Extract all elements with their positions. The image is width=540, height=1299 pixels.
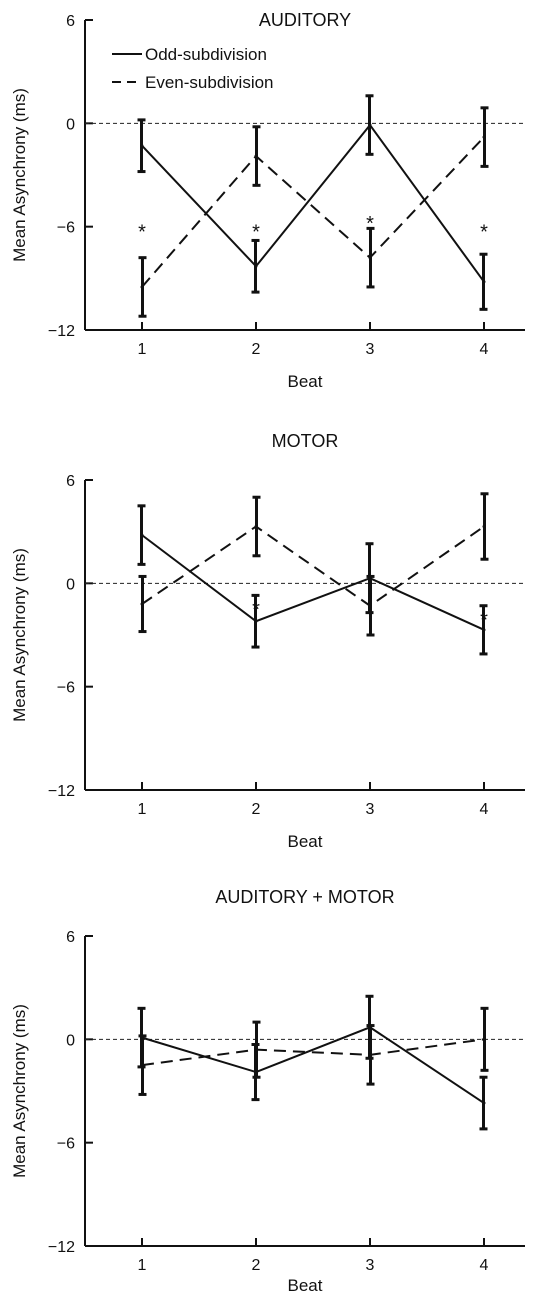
even-subdivision-series bbox=[138, 106, 489, 318]
x-tick-label: 1 bbox=[138, 801, 147, 818]
data-point bbox=[254, 619, 258, 623]
chart-panel-1: AUDITORY 6 0 −6 −12 1 2 3 4 Beat Mean Asynchrony (… bbox=[10, 10, 525, 391]
significance-marker: * bbox=[252, 222, 260, 244]
y-tick-label: 6 bbox=[66, 473, 75, 490]
legend-label: Odd-subdivision bbox=[145, 45, 267, 64]
x-tick-label: 1 bbox=[138, 341, 147, 358]
series-line bbox=[141, 1026, 485, 1104]
data-point bbox=[482, 1101, 486, 1105]
data-point bbox=[254, 154, 258, 158]
series-line bbox=[141, 525, 485, 607]
data-point bbox=[368, 1053, 372, 1057]
y-axis-label: Mean Asynchrony (ms) bbox=[10, 1004, 29, 1178]
data-point bbox=[482, 628, 486, 632]
y-tick-label: −6 bbox=[57, 220, 75, 237]
legend: Odd-subdivision Even-subdivision bbox=[112, 45, 274, 92]
data-point bbox=[140, 533, 144, 537]
y-tick-label: −12 bbox=[48, 1239, 75, 1256]
x-axis-label: Beat bbox=[288, 1276, 323, 1295]
x-tick-label: 1 bbox=[138, 1257, 147, 1274]
significance-marker: * bbox=[138, 222, 146, 244]
y-tick-label: 6 bbox=[66, 929, 75, 946]
y-tick-label: 0 bbox=[66, 1032, 75, 1049]
chart-title: AUDITORY bbox=[259, 10, 351, 30]
y-axis-label: Mean Asynchrony (ms) bbox=[10, 88, 29, 262]
y-axis-label: Mean Asynchrony (ms) bbox=[10, 548, 29, 722]
x-tick-label: 2 bbox=[252, 1257, 261, 1274]
x-tick-label: 3 bbox=[366, 341, 375, 358]
legend-label: Even-subdivision bbox=[145, 73, 274, 92]
data-point bbox=[368, 123, 372, 127]
data-point bbox=[254, 1048, 258, 1052]
data-point bbox=[482, 1037, 486, 1041]
data-point bbox=[482, 280, 486, 284]
odd-subdivision-series bbox=[137, 994, 488, 1131]
significance-marker: * bbox=[480, 609, 488, 631]
x-axis-label: Beat bbox=[288, 372, 323, 391]
y-tick-label: −12 bbox=[48, 323, 75, 340]
chart-title: AUDITORY + MOTOR bbox=[215, 887, 394, 907]
y-tick-label: −12 bbox=[48, 783, 75, 800]
significance-marker: * bbox=[366, 213, 374, 235]
even-subdivision-series bbox=[138, 492, 489, 637]
data-point bbox=[254, 525, 258, 528]
x-tick-label: 4 bbox=[480, 1257, 489, 1274]
x-tick-label: 4 bbox=[480, 801, 489, 818]
data-point bbox=[482, 525, 486, 528]
data-point bbox=[368, 604, 372, 608]
y-tick-label: 0 bbox=[66, 116, 75, 133]
x-tick-label: 4 bbox=[480, 341, 489, 358]
series-line bbox=[141, 136, 485, 288]
odd-subdivision-series bbox=[137, 94, 488, 311]
significance-marker: * bbox=[480, 222, 488, 244]
data-point bbox=[482, 135, 486, 139]
chart-panel-3: AUDITORY + MOTOR 6 0 −6 −12 1 2 3 4 Beat Mean Asyn… bbox=[10, 887, 525, 1295]
y-tick-label: 6 bbox=[66, 13, 75, 30]
x-tick-label: 3 bbox=[366, 801, 375, 818]
chart-title: MOTOR bbox=[272, 431, 339, 451]
y-tick-label: −6 bbox=[57, 680, 75, 697]
data-point bbox=[140, 285, 144, 289]
data-point bbox=[368, 256, 372, 260]
series-line bbox=[141, 1038, 485, 1067]
data-point bbox=[140, 602, 144, 606]
series-line bbox=[141, 534, 485, 631]
y-tick-label: 0 bbox=[66, 576, 75, 593]
series-line bbox=[141, 123, 485, 283]
data-point bbox=[140, 144, 144, 148]
chart-panel-2: MOTOR 6 0 −6 −12 1 2 3 4 Beat Mean Asynchrony (ms)… bbox=[10, 431, 525, 851]
x-axis-label: Beat bbox=[288, 832, 323, 851]
data-point bbox=[254, 264, 258, 268]
odd-subdivision-series bbox=[137, 504, 488, 656]
y-tick-label: −6 bbox=[57, 1136, 75, 1153]
significance-marker: * bbox=[252, 599, 260, 621]
data-point bbox=[140, 1063, 144, 1067]
x-tick-label: 3 bbox=[366, 1257, 375, 1274]
x-tick-label: 2 bbox=[252, 341, 261, 358]
even-subdivision-series bbox=[138, 1006, 489, 1096]
x-tick-label: 2 bbox=[252, 801, 261, 818]
